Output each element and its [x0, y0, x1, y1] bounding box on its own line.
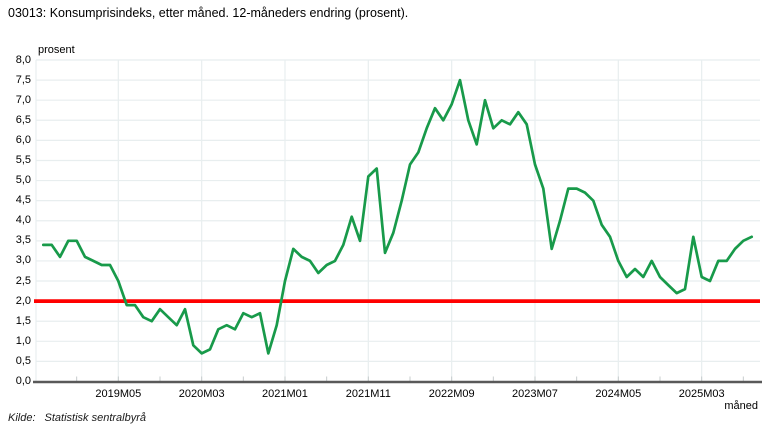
x-tick-label: 2019M05 [95, 388, 142, 400]
x-tick-label: 2022M09 [428, 388, 475, 400]
y-tick-label: 6,0 [15, 133, 31, 146]
y-tick-label: 6,5 [15, 113, 31, 126]
y-tick-label: 0,5 [15, 354, 31, 367]
y-tick-label: 5,5 [15, 153, 31, 166]
cpi-series-line [41, 78, 754, 355]
x-tick-label: 2021M11 [345, 388, 391, 400]
y-tick-label: 4,0 [15, 214, 31, 227]
y-tick-label: 2,5 [15, 274, 31, 287]
x-tick-label: 2025M03 [678, 388, 725, 400]
y-tick-label: 2,0 [15, 294, 31, 307]
y-tick-label: 4,5 [15, 194, 31, 207]
y-axis-title: prosent [38, 44, 75, 56]
x-axis-title: måned [724, 400, 758, 412]
y-tick-label: 7,0 [15, 93, 31, 106]
y-tick-label: 1,0 [15, 334, 31, 347]
y-tick-label: 1,5 [15, 314, 31, 327]
y-tick-label: 3,5 [15, 234, 31, 247]
y-tick-label: 5,0 [15, 174, 31, 187]
source-value: Statistisk sentralbyrå [44, 412, 147, 424]
y-tick-label: 3,0 [15, 254, 31, 267]
source-label: Kilde: [8, 412, 36, 424]
source-caption: Kilde: Statistisk sentralbyrå [8, 412, 146, 424]
y-tick-label: 7,5 [15, 73, 31, 86]
x-tick-label: 2020M03 [178, 388, 225, 400]
chart-title: 03013: Konsumprisindeks, etter måned. 12… [8, 6, 409, 20]
x-tick-label: 2021M01 [262, 388, 308, 400]
y-tick-label: 8,0 [15, 53, 31, 66]
x-tick-label: 2024M05 [595, 388, 642, 400]
y-tick-label: 0,0 [15, 375, 31, 387]
x-tick-label: 2023M07 [512, 388, 558, 400]
